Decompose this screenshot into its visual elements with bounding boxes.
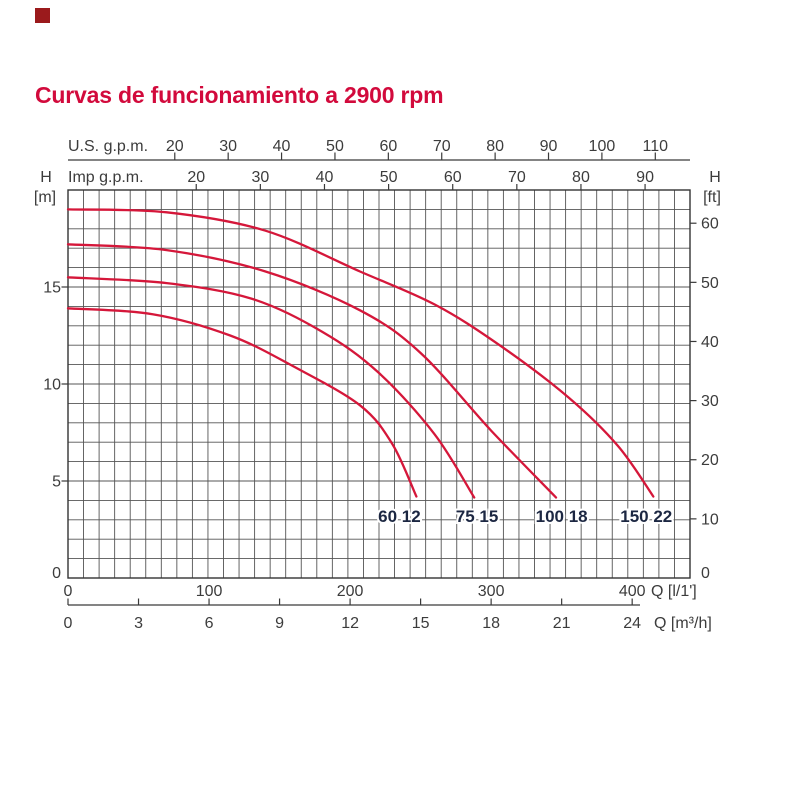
imp-gpm-tick-label: 60 [444, 169, 462, 186]
q-m3h-tick-label: 24 [623, 615, 641, 632]
axis-unit-ft: [ft] [703, 189, 721, 206]
brand-logo-square [35, 8, 50, 23]
imp-gpm-tick-label: 50 [380, 169, 398, 186]
h-ft-tick-label: 10 [701, 511, 719, 528]
us-gpm-tick-label: 20 [166, 138, 184, 155]
axis-unit-m: [m] [34, 189, 56, 206]
h-ft-tick-label: 60 [701, 216, 719, 233]
h-ft-tick-label: 0 [701, 565, 710, 582]
q-m3h-tick-label: 9 [275, 615, 284, 632]
curve-label-75-15: 75 15 [456, 507, 499, 526]
imp-gpm-tick-label: 90 [636, 169, 654, 186]
h-ft-tick-label: 40 [701, 334, 719, 351]
axis-label-q-lmin: Q [l/1'] [651, 583, 697, 600]
axis-label-us-gpm: U.S. g.p.m. [68, 138, 148, 155]
imp-gpm-tick-label: 30 [251, 169, 269, 186]
us-gpm-tick-label: 60 [379, 138, 397, 155]
q-lmin-tick-label: 200 [337, 583, 364, 600]
curve-75-15 [66, 276, 476, 499]
imp-gpm-tick-label: 20 [187, 169, 205, 186]
h-m-tick-label: 0 [52, 565, 61, 582]
curve-label-100-18: 100 18 [536, 507, 588, 526]
us-gpm-tick-label: 90 [540, 138, 558, 155]
q-m3h-tick-label: 3 [134, 615, 143, 632]
q-m3h-tick-label: 21 [553, 615, 571, 632]
h-ft-tick-label: 20 [701, 452, 719, 469]
imp-gpm-tick-label: 70 [508, 169, 526, 186]
curve-150-22 [66, 208, 655, 498]
q-lmin-tick-label: 400 [619, 583, 646, 600]
h-m-tick-label: 5 [52, 474, 61, 491]
us-gpm-tick-label: 110 [643, 138, 669, 155]
axis-label-h-right: H [709, 169, 721, 186]
q-lmin-tick-label: 0 [64, 583, 73, 600]
curve-label-150-22: 150 22 [620, 507, 672, 526]
imp-gpm-tick-label: 80 [572, 169, 590, 186]
h-m-tick-label: 10 [43, 377, 61, 394]
q-m3h-tick-label: 6 [205, 615, 214, 632]
q-m3h-tick-label: 0 [64, 615, 73, 632]
us-gpm-tick-label: 80 [486, 138, 504, 155]
q-m3h-tick-label: 18 [482, 615, 500, 632]
q-lmin-tick-label: 100 [196, 583, 223, 600]
curve-60-12 [66, 307, 418, 498]
us-gpm-tick-label: 40 [273, 138, 291, 155]
imp-gpm-tick-label: 40 [316, 169, 334, 186]
us-gpm-tick-label: 30 [219, 138, 237, 155]
us-gpm-tick-label: 100 [589, 138, 616, 155]
us-gpm-tick-label: 50 [326, 138, 344, 155]
chart-title: Curvas de funcionamiento a 2900 rpm [35, 82, 444, 108]
axis-label-q-m3h: Q [m³/h] [654, 615, 712, 632]
axis-label-h-left: H [40, 169, 52, 186]
q-lmin-tick-label: 300 [478, 583, 505, 600]
curve-100-18 [66, 243, 558, 499]
h-ft-tick-label: 30 [701, 393, 719, 410]
q-m3h-tick-label: 12 [341, 615, 359, 632]
axis-label-imp-gpm: Imp g.p.m. [68, 169, 144, 186]
us-gpm-tick-label: 70 [433, 138, 451, 155]
h-m-tick-label: 15 [43, 280, 61, 297]
q-m3h-tick-label: 15 [412, 615, 430, 632]
h-ft-tick-label: 50 [701, 275, 719, 292]
curve-label-60-12: 60 12 [378, 507, 421, 526]
